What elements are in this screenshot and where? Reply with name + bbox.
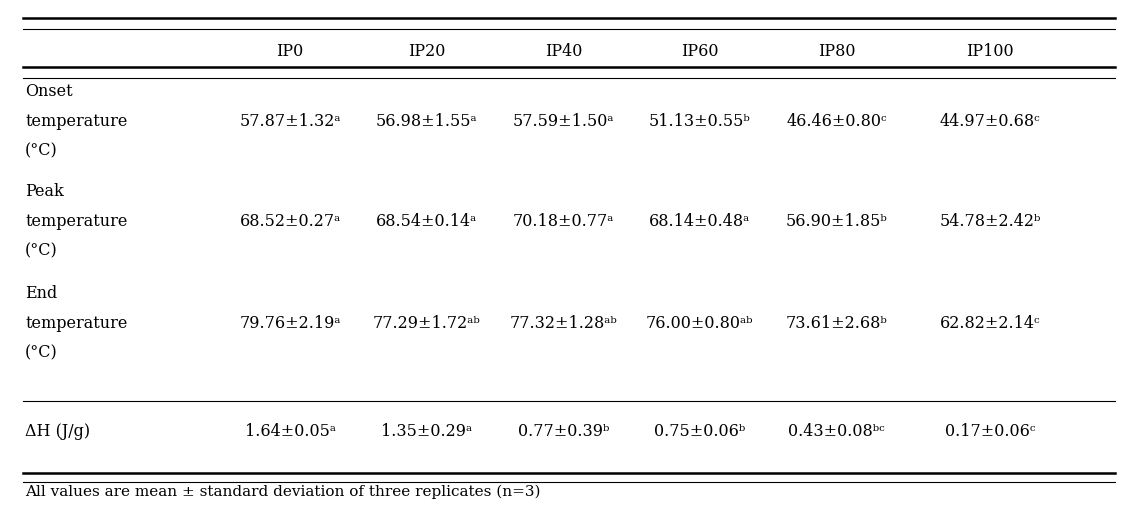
Text: 79.76±2.19ᵃ: 79.76±2.19ᵃ bbox=[239, 315, 341, 332]
Text: (°C): (°C) bbox=[25, 242, 58, 260]
Text: All values are mean ± standard deviation of three replicates (n=3): All values are mean ± standard deviation… bbox=[25, 484, 541, 499]
Text: 44.97±0.68ᶜ: 44.97±0.68ᶜ bbox=[940, 113, 1040, 130]
Text: (°C): (°C) bbox=[25, 143, 58, 160]
Text: temperature: temperature bbox=[25, 315, 127, 332]
Text: 57.87±1.32ᵃ: 57.87±1.32ᵃ bbox=[239, 113, 341, 130]
Text: 0.43±0.08ᵇᶜ: 0.43±0.08ᵇᶜ bbox=[789, 423, 884, 440]
Text: 0.77±0.39ᵇ: 0.77±0.39ᵇ bbox=[518, 423, 609, 440]
Text: (°C): (°C) bbox=[25, 344, 58, 362]
Text: Peak: Peak bbox=[25, 183, 64, 200]
Text: 54.78±2.42ᵇ: 54.78±2.42ᵇ bbox=[939, 213, 1041, 230]
Text: 0.17±0.06ᶜ: 0.17±0.06ᶜ bbox=[945, 423, 1036, 440]
Text: 0.75±0.06ᵇ: 0.75±0.06ᵇ bbox=[654, 423, 745, 440]
Text: 77.32±1.28ᵃᵇ: 77.32±1.28ᵃᵇ bbox=[510, 315, 617, 332]
Text: ΔH (J/g): ΔH (J/g) bbox=[25, 423, 90, 440]
Text: IP80: IP80 bbox=[818, 42, 855, 60]
Text: IP0: IP0 bbox=[277, 42, 304, 60]
Text: End: End bbox=[25, 285, 57, 303]
Text: 70.18±0.77ᵃ: 70.18±0.77ᵃ bbox=[512, 213, 615, 230]
Text: 56.90±1.85ᵇ: 56.90±1.85ᵇ bbox=[785, 213, 888, 230]
Text: temperature: temperature bbox=[25, 113, 127, 130]
Text: 68.54±0.14ᵃ: 68.54±0.14ᵃ bbox=[377, 213, 477, 230]
Text: IP100: IP100 bbox=[966, 42, 1014, 60]
Text: 62.82±2.14ᶜ: 62.82±2.14ᶜ bbox=[940, 315, 1040, 332]
Text: temperature: temperature bbox=[25, 213, 127, 230]
Text: 68.52±0.27ᵃ: 68.52±0.27ᵃ bbox=[240, 213, 340, 230]
Text: 51.13±0.55ᵇ: 51.13±0.55ᵇ bbox=[649, 113, 751, 130]
Text: 57.59±1.50ᵃ: 57.59±1.50ᵃ bbox=[512, 113, 615, 130]
Text: 73.61±2.68ᵇ: 73.61±2.68ᵇ bbox=[785, 315, 888, 332]
Text: 68.14±0.48ᵃ: 68.14±0.48ᵃ bbox=[650, 213, 750, 230]
Text: IP20: IP20 bbox=[409, 42, 445, 60]
Text: IP60: IP60 bbox=[682, 42, 718, 60]
Text: IP40: IP40 bbox=[545, 42, 582, 60]
Text: 1.64±0.05ᵃ: 1.64±0.05ᵃ bbox=[245, 423, 336, 440]
Text: 46.46±0.80ᶜ: 46.46±0.80ᶜ bbox=[786, 113, 887, 130]
Text: 1.35±0.29ᵃ: 1.35±0.29ᵃ bbox=[381, 423, 472, 440]
Text: 77.29±1.72ᵃᵇ: 77.29±1.72ᵃᵇ bbox=[373, 315, 480, 332]
Text: 56.98±1.55ᵃ: 56.98±1.55ᵃ bbox=[376, 113, 478, 130]
Text: Onset: Onset bbox=[25, 83, 73, 101]
Text: 76.00±0.80ᵃᵇ: 76.00±0.80ᵃᵇ bbox=[646, 315, 753, 332]
